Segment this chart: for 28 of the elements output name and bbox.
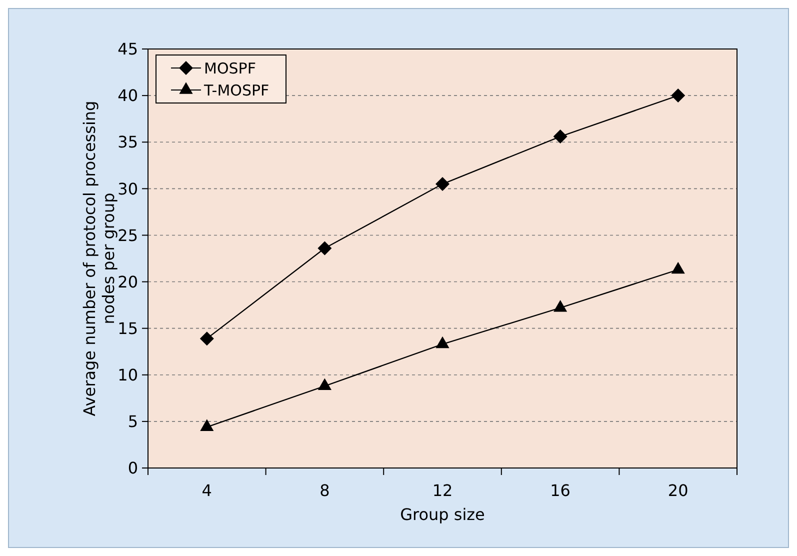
point [200, 419, 214, 431]
legend-label: MOSPF [204, 59, 256, 78]
legend-label: T-MOSPF [203, 81, 270, 100]
x-tick-label: 4 [202, 481, 212, 500]
point [318, 378, 332, 390]
point [554, 300, 568, 312]
y-tick-label: 35 [118, 132, 138, 152]
y-tick-label: 45 [118, 40, 138, 59]
point [436, 336, 450, 348]
x-tick-label: 12 [432, 481, 453, 500]
y-tick-label: 30 [118, 179, 138, 198]
x-tick-label: 16 [550, 481, 570, 500]
y-tick-label: 10 [118, 365, 138, 384]
x-tick-label: 20 [668, 481, 688, 500]
point [436, 177, 450, 192]
point [671, 262, 685, 274]
y-tick-label: 15 [118, 318, 138, 338]
x-tick-label: 8 [320, 481, 330, 500]
y-tick-label: 0 [128, 458, 138, 478]
y-tick-label: 25 [118, 226, 138, 245]
point [318, 241, 332, 256]
y-tick-label: 5 [128, 412, 138, 432]
y-tick-label: 40 [118, 86, 138, 106]
point [553, 130, 568, 144]
y-tick-label: 20 [118, 272, 138, 292]
x-axis-title: Group size [400, 505, 485, 524]
y-axis-title: Average number of protocol processing nodes per group [80, 100, 118, 416]
point [671, 88, 686, 103]
